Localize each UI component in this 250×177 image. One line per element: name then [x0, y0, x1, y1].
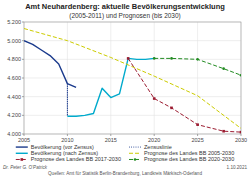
legend-marker [20, 158, 23, 161]
title: Amt Neuhardenberg: aktuelle Bevölkerungs… [25, 2, 225, 11]
grid-line [110, 22, 111, 134]
series-marker [153, 57, 156, 60]
tick-label: 4.800 [7, 56, 21, 62]
series-marker [153, 97, 156, 100]
series-marker [222, 67, 225, 70]
plot-frame [24, 22, 241, 134]
legend-item: Bevölkerung (vor Zensus) [16, 144, 94, 150]
tick-label: 2020 [148, 137, 160, 143]
tick-label: 2005 [18, 137, 30, 143]
annotation: Dr. Peter G. O'Patrick [3, 165, 48, 170]
ticks: 4.0004.2004.4004.6004.8005.0005.20020052… [7, 19, 247, 143]
tick-label: 2030 [235, 137, 247, 143]
series-marker [240, 74, 241, 77]
grid-line [24, 96, 241, 97]
plot-area [24, 22, 241, 134]
legend-swatch [129, 159, 141, 160]
footer: Dr. Peter G. O'Patrick 1.10.2021 Quellen: … [3, 165, 247, 177]
grid-line [154, 22, 155, 134]
grid [24, 22, 241, 134]
grid-line [24, 40, 241, 41]
series-marker [196, 58, 199, 61]
annotation: 1.10.2021 [227, 165, 248, 170]
grid-line [24, 78, 241, 79]
legend-label: Zensuslinie [144, 144, 172, 150]
series-line [128, 58, 241, 132]
series-marker [170, 107, 173, 110]
legend-swatch [16, 159, 28, 160]
tick-label: 4.200 [7, 112, 21, 118]
legend-item: Prognose des Landes BB 2020-2030 [129, 156, 234, 162]
grid-line [24, 115, 241, 116]
legend-swatch [16, 146, 28, 147]
legend-label: Prognose des Landes BB 2020-2030 [144, 156, 234, 162]
series-line [24, 29, 241, 129]
grid-line [197, 22, 198, 134]
legend-item: Prognose des Landes BB 2017-2030 [16, 156, 121, 162]
series-line [67, 84, 68, 117]
legend-item: Zensuslinie [129, 144, 172, 150]
legend-label: Bevölkerung (nach Zensus) [31, 150, 98, 156]
subtitle: (2005-2011) und Prognosen (bis 2030) [69, 12, 181, 20]
chart: Amt Neuhardenberg: aktuelle Bevölkerungs… [0, 0, 250, 177]
tick-label: 4.400 [7, 94, 21, 100]
grid-line [67, 22, 68, 134]
series-marker [196, 123, 199, 126]
series-marker [170, 57, 173, 60]
series-marker [222, 130, 225, 133]
legend-swatch [16, 153, 28, 154]
series-line [67, 58, 154, 116]
series-marker [127, 57, 130, 60]
tick-label: 2025 [191, 137, 203, 143]
legend-label: Prognose des Landes BB 2017-2030 [31, 156, 121, 162]
tick-label: 5.000 [7, 38, 21, 44]
series-line [24, 41, 76, 88]
legend-label: Bevölkerung (vor Zensus) [31, 144, 94, 150]
legend-swatch [129, 153, 141, 154]
tick-label: 2010 [61, 137, 73, 143]
legend: Bevölkerung (vor Zensus) Zensuslinie Bevöl… [16, 144, 234, 162]
tick-label: 2015 [105, 137, 117, 143]
legend-marker [134, 158, 137, 161]
legend-label: Prognose des Landes BB 2005-2030 [144, 150, 234, 156]
legend-item: Prognose des Landes BB 2005-2030 [129, 150, 234, 156]
series-group [24, 29, 241, 134]
legend-swatch [129, 147, 141, 148]
annotation: Quellen: Amt für Statistik Berlin-Brande… [48, 171, 202, 176]
tick-label: 5.200 [7, 19, 21, 25]
series-marker [240, 131, 241, 134]
series-line [154, 58, 241, 75]
legend-item: Bevölkerung (nach Zensus) [16, 150, 98, 156]
tick-label: 4.600 [7, 75, 21, 81]
